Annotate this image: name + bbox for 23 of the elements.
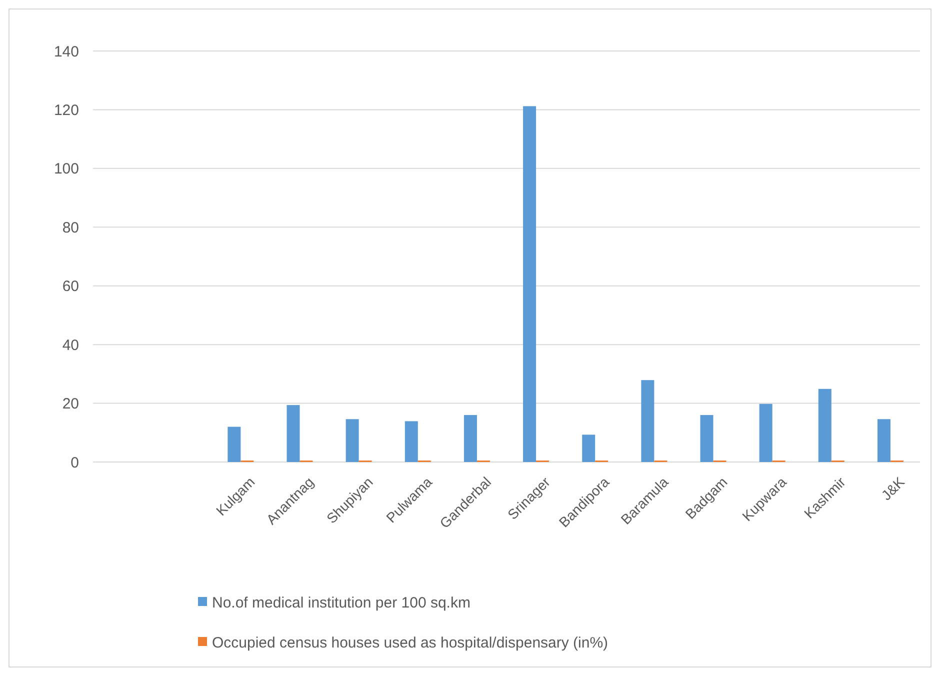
bar	[523, 106, 536, 462]
bar	[464, 415, 477, 462]
bar	[228, 426, 241, 462]
legend-label: No.of medical institution per 100 sq.km	[212, 594, 470, 612]
bar	[404, 421, 418, 462]
bar	[818, 388, 832, 462]
y-tick-label: 140	[54, 43, 79, 60]
bar	[641, 380, 654, 462]
bar	[877, 419, 890, 462]
y-tick-label: 120	[54, 102, 79, 119]
bar	[582, 434, 596, 462]
y-tick-label: 80	[62, 219, 79, 236]
y-tick-label: 20	[62, 396, 79, 413]
y-tick-label: 40	[62, 336, 79, 354]
legend-label: Occupied census houses used as hospital/dispensary (in%)	[212, 634, 608, 652]
y-tick-label: 60	[62, 278, 79, 296]
x-tick-label: J&K	[878, 473, 908, 504]
y-tick-label: 100	[54, 160, 79, 178]
y-tick-label: 0	[70, 454, 79, 472]
bar	[346, 419, 359, 462]
bar	[700, 415, 714, 462]
bar	[759, 404, 772, 462]
bar	[286, 405, 300, 462]
